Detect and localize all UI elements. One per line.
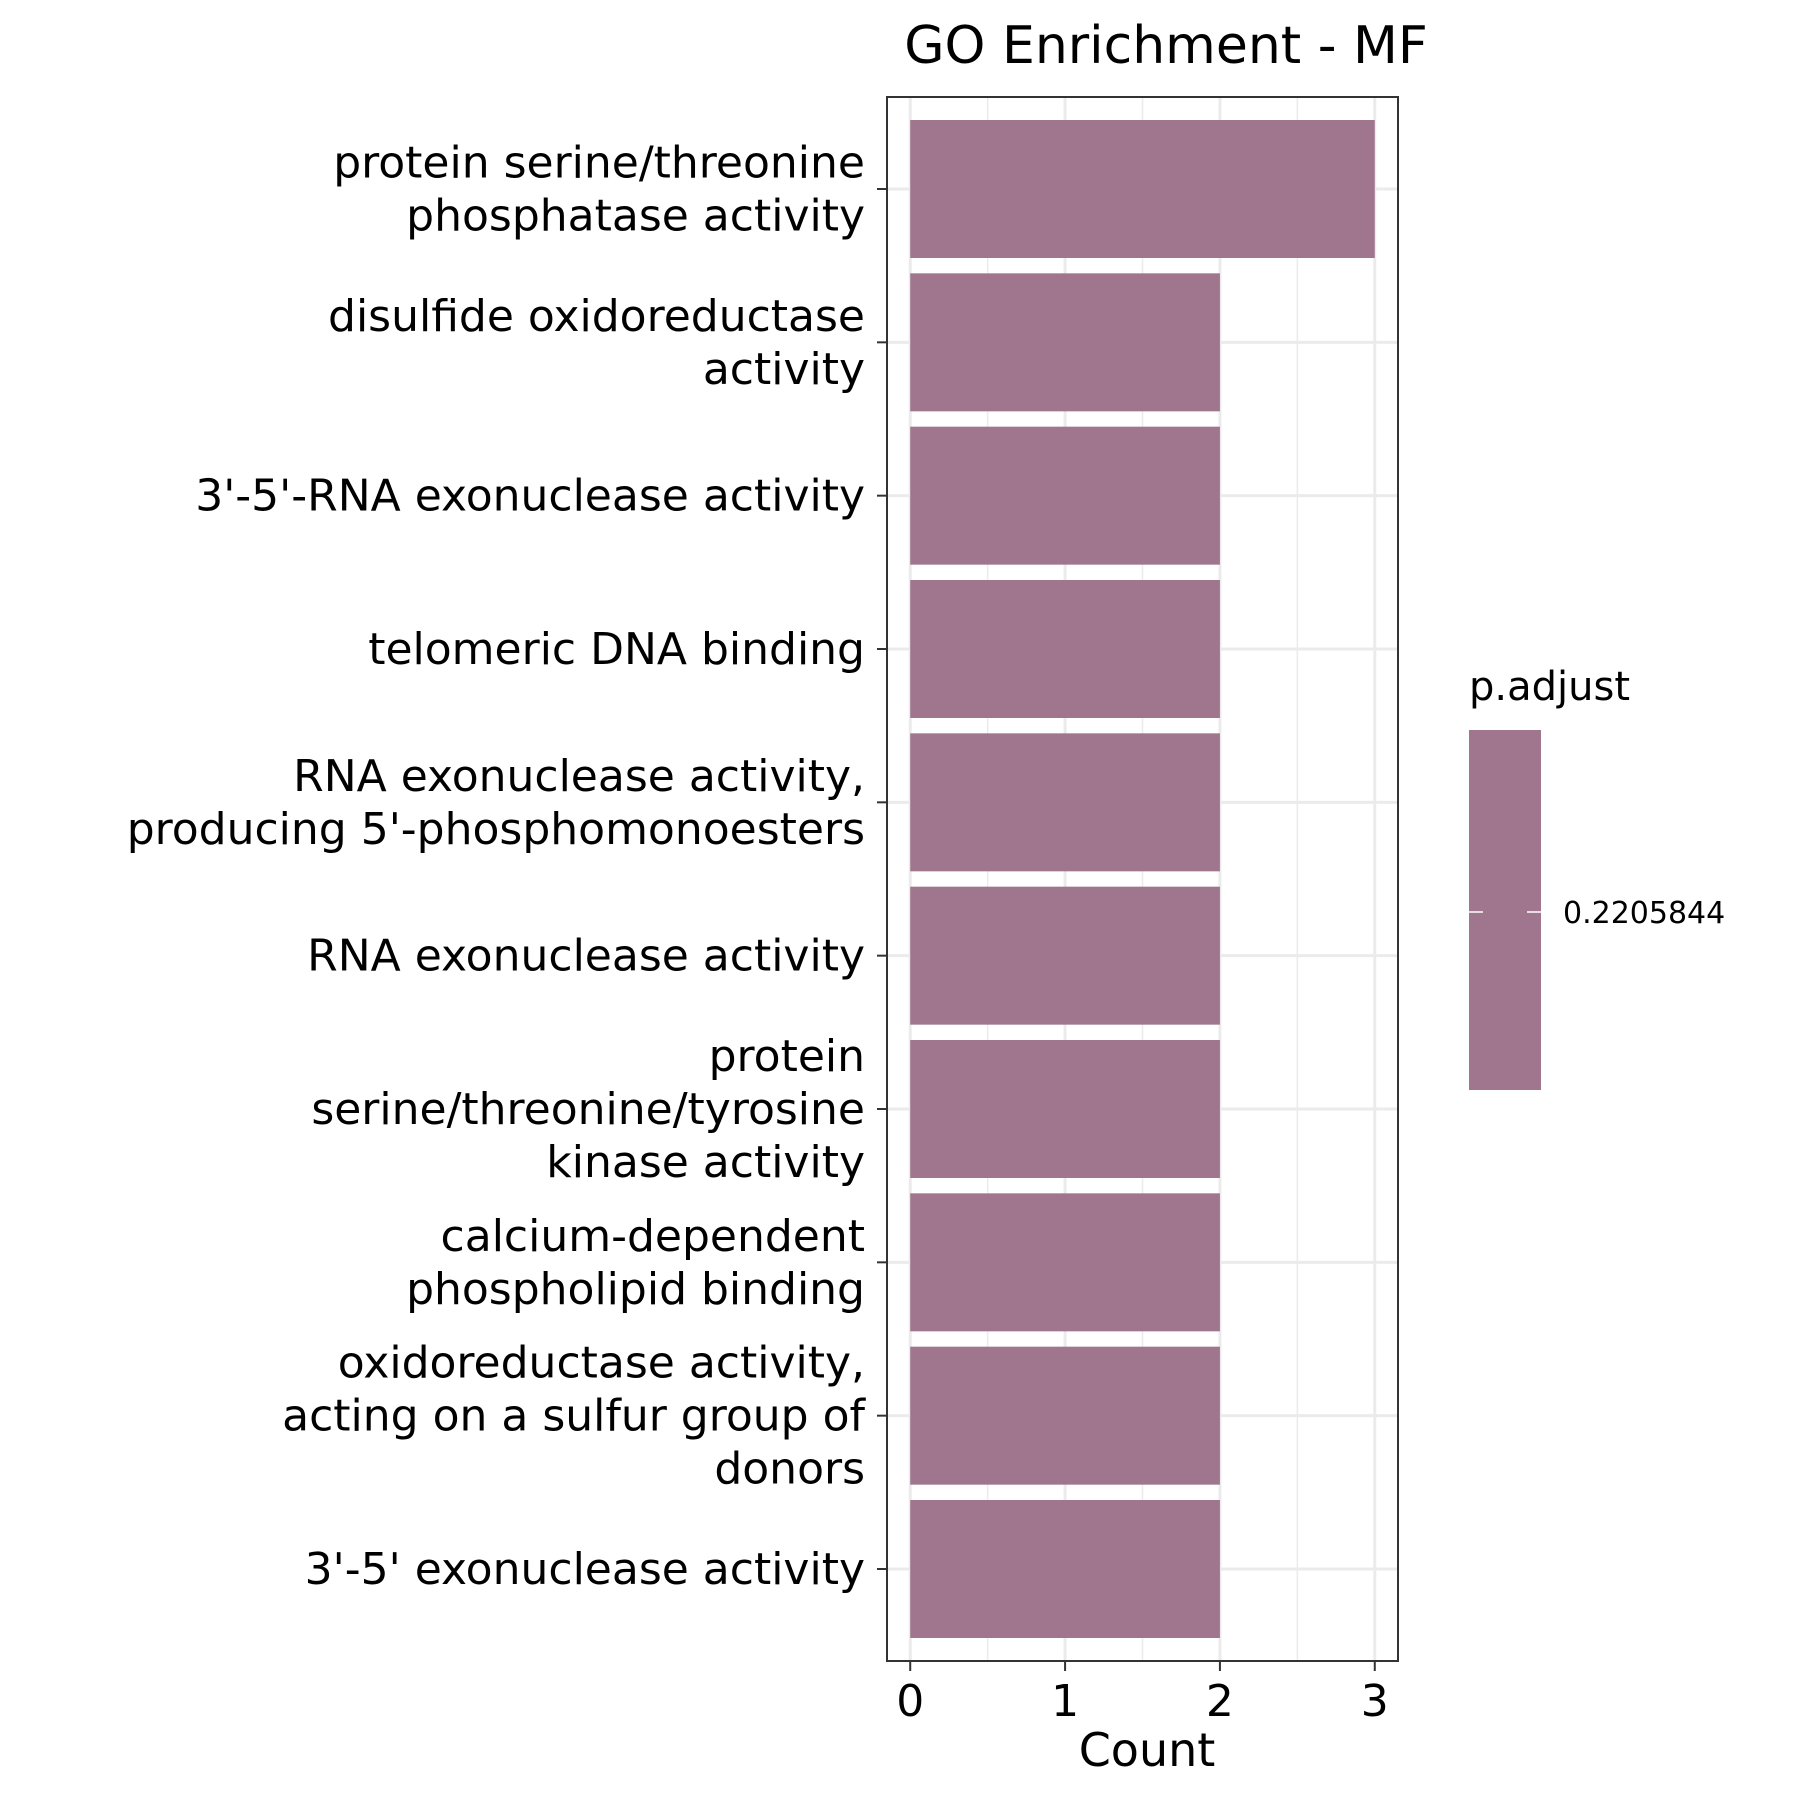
y-tick-label-line: calcium-dependent [441,1211,865,1262]
bar-group [910,120,1375,1638]
bar [910,1346,1220,1485]
y-tick-label-line: disulfide oxidoreductase [328,291,865,342]
x-tick-label: 0 [896,1676,924,1727]
y-tick-label: disulfide oxidoreductase activity [328,291,865,395]
legend: p.adjust 0.2205844 [1469,664,1725,1090]
y-tick-label: oxidoreductase activity, acting on a sulf… [282,1338,866,1495]
x-axis: 0 1 2 3 [896,1661,1389,1727]
x-axis-title: Count [1079,1723,1216,1777]
bar [910,1040,1220,1178]
y-tick-label-line: telomeric DNA binding [368,624,865,675]
y-tick-label: RNA exonuclease activity, producing 5'-ph… [127,751,865,855]
y-tick-label-line: RNA exonuclease activity, [293,751,865,802]
plot-panel-border [886,96,1399,1662]
x-tick-label: 1 [1051,1676,1079,1727]
y-tick-label-line: donors [714,1444,865,1495]
bar [910,273,1220,412]
y-tick-label-line: protein serine/threonine [333,138,865,189]
y-tick-label-line: producing 5'-phosphomonoesters [127,804,865,855]
bar [910,580,1220,718]
y-tick-label-line: acting on a sulfur group of [282,1391,866,1442]
y-tick-label-line: activity [703,344,865,395]
y-tick-label: RNA exonuclease activity [307,931,865,982]
bar [910,886,1220,1025]
bar [910,733,1220,872]
bar [910,426,1220,565]
y-tick-label-line: protein [709,1031,865,1082]
x-tick-label: 2 [1206,1676,1234,1727]
bar [910,120,1375,258]
legend-colorbar [1469,730,1541,1090]
y-tick-label-line: RNA exonuclease activity [307,931,865,982]
y-tick-label-line: serine/threonine/tyrosine [311,1084,865,1135]
y-tick-label: telomeric DNA binding [368,624,865,675]
x-tick-label: 3 [1361,1676,1389,1727]
y-tick-label: calcium-dependent phospholipid binding [406,1211,865,1315]
y-tick-label-line: 3'-5'-RNA exonuclease activity [195,471,865,522]
y-tick-label-line: oxidoreductase activity, [338,1338,865,1389]
y-axis: protein serine/threonine phosphatase acti… [127,138,887,1595]
legend-title: p.adjust [1469,664,1630,710]
chart-title: GO Enrichment - MF [904,16,1428,76]
bar [910,1193,1220,1332]
y-tick-label: protein serine/threonine/tyrosine kinase a… [311,1031,865,1188]
y-tick-label: protein serine/threonine phosphatase acti… [333,138,865,242]
y-tick-label: 3'-5'-RNA exonuclease activity [195,471,865,522]
legend-tick-label: 0.2205844 [1563,896,1725,931]
y-tick-label-line: phosphatase activity [406,191,865,242]
y-tick-label-line: 3'-5' exonuclease activity [305,1544,865,1595]
y-tick-label: 3'-5' exonuclease activity [305,1544,865,1595]
y-tick-label-line: kinase activity [546,1137,865,1188]
y-tick-label-line: phospholipid binding [406,1264,865,1315]
bar [910,1500,1220,1638]
